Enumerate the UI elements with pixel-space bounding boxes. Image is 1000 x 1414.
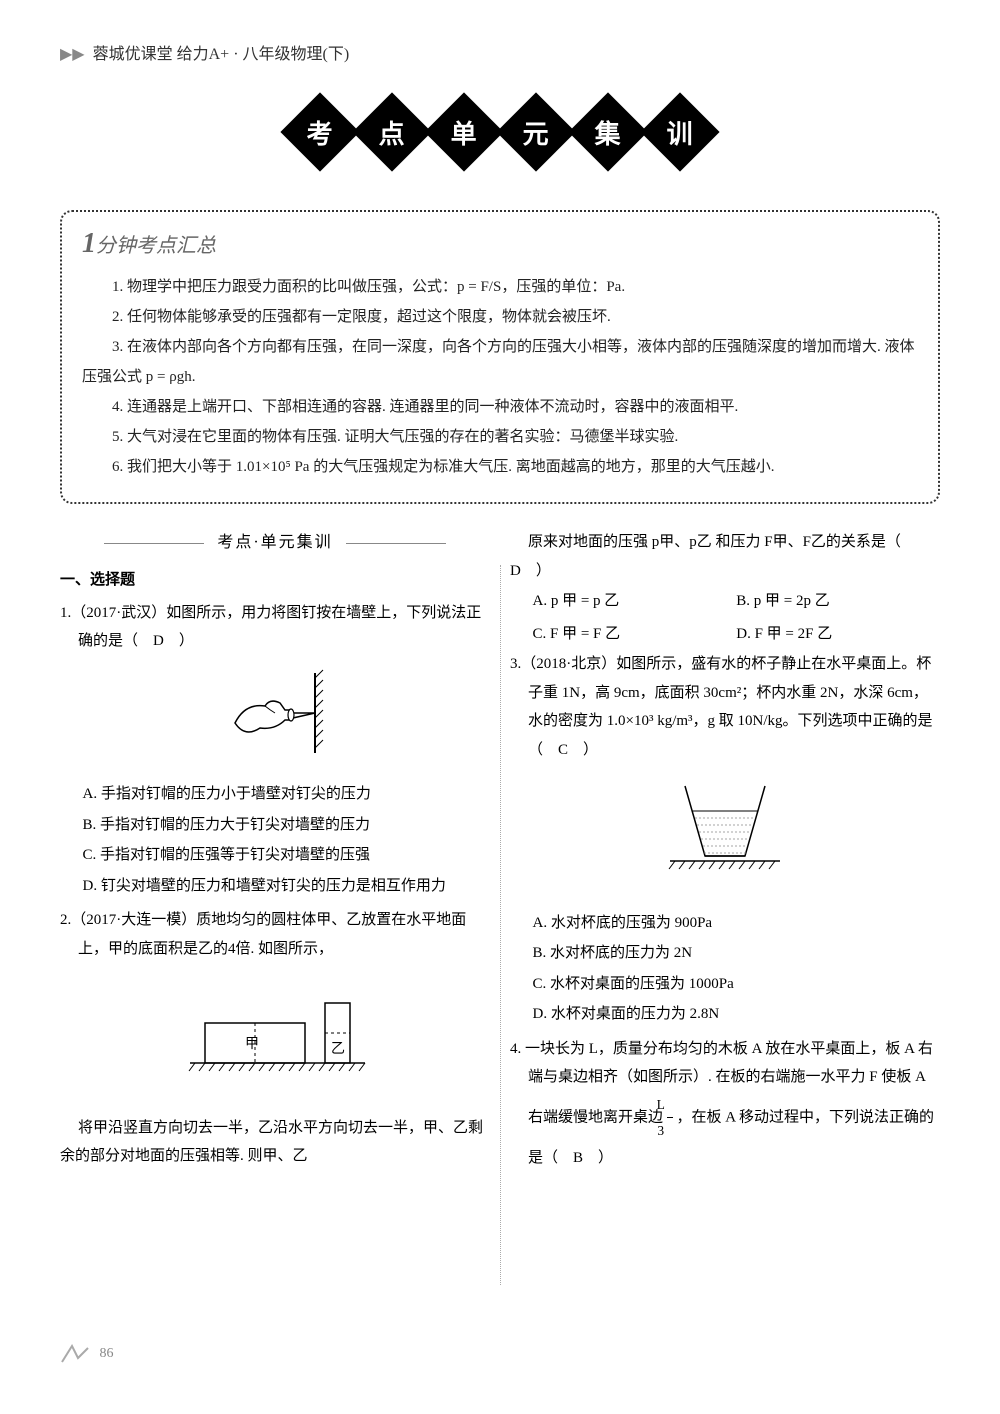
summary-item: 4. 连通器是上端开口、下部相连通的容器. 连通器里的同一种液体不流动时，容器中… (82, 392, 918, 422)
option: C. F 甲 = F 乙 (533, 620, 737, 649)
column-separator (500, 565, 501, 1285)
title-diamond: 点 (352, 92, 431, 171)
summary-item: 3. 在液体内部向各个方向都有压强，在同一深度，向各个方向的压强大小相等，液体内… (82, 332, 918, 392)
svg-text:乙: 乙 (331, 1041, 345, 1057)
header-arrow-icon: ▶▶ (60, 44, 85, 64)
option: B. p 甲 = 2p 乙 (736, 587, 940, 616)
section-divider: 考点·单元集训 (60, 528, 490, 558)
summary-heading: 1分钟考点汇总 (82, 228, 918, 260)
option: A. p 甲 = p 乙 (533, 587, 737, 616)
thumbtack-figure (60, 668, 490, 769)
cup-figure (510, 776, 940, 897)
option: A. 水对杯底的压强为 900Pa (533, 909, 941, 938)
option: C. 水杯对桌面的压强为 1000Pa (533, 970, 941, 999)
summary-item: 5. 大气对浸在它里面的物体有压强. 证明大气压强的存在的著名实验：马德堡半球实… (82, 422, 918, 452)
option: D. 水杯对桌面的压力为 2.8N (533, 1000, 941, 1029)
question-4: 4. 一块长为 L，质量分布均匀的木板 A 放在水平桌面上，板 A 右端与桌边相… (510, 1035, 940, 1173)
option: B. 水对杯底的压力为 2N (533, 939, 941, 968)
title-diamond: 元 (496, 92, 575, 171)
right-column: 原来对地面的压强 p甲、p乙 和压力 F甲、F乙的关系是（ D ） A. p 甲… (510, 528, 940, 1178)
option: D. 钉尖对墙壁的压力和墙壁对钉尖的压力是相互作用力 (83, 872, 491, 901)
question-2: 2.（2017·大连一模）质地均匀的圆柱体甲、乙放置在水平地面上，甲的底面积是乙… (60, 906, 490, 1171)
page-number: 86 (60, 1344, 114, 1364)
left-column: 考点·单元集训 一、选择题 1.（2017·武汉）如图所示，用力将图钉按在墙壁上… (60, 528, 490, 1178)
title-banner: 考 点 单 元 集 训 (60, 104, 940, 160)
title-diamond: 集 (568, 92, 647, 171)
cylinder-figure: 甲 乙 (60, 975, 490, 1102)
summary-item: 6. 我们把大小等于 1.01×10⁵ Pa 的大气压强规定为标准大气压. 离地… (82, 452, 918, 482)
header-text: 蓉城优课堂 给力A+ · 八年级物理(下) (93, 46, 350, 63)
option: B. 手指对钉帽的压力大于钉尖对墙壁的压力 (83, 811, 491, 840)
title-diamond: 训 (640, 92, 719, 171)
summary-item: 2. 任何物体能够承受的压强都有一定限度，超过这个限度，物体就会被压坏. (82, 302, 918, 332)
svg-text:甲: 甲 (245, 1037, 259, 1052)
page-header: ▶▶ 蓉城优课堂 给力A+ · 八年级物理(下) (60, 40, 940, 64)
summary-item: 1. 物理学中把压力跟受力面积的比叫做压强，公式：p = F/S，压强的单位：P… (82, 272, 918, 302)
summary-box: 1分钟考点汇总 1. 物理学中把压力跟受力面积的比叫做压强，公式：p = F/S… (60, 210, 940, 504)
option: D. F 甲 = 2F 乙 (736, 620, 940, 649)
question-1: 1.（2017·武汉）如图所示，用力将图钉按在墙壁上，下列说法正确的是（ D ） (60, 599, 490, 901)
title-diamond: 考 (280, 92, 359, 171)
title-diamond: 单 (424, 92, 503, 171)
option: C. 手指对钉帽的压强等于钉尖对墙壁的压强 (83, 841, 491, 870)
subsection-heading: 一、选择题 (60, 566, 490, 595)
option: A. 手指对钉帽的压力小于墙壁对钉尖的压力 (83, 780, 491, 809)
question-3: 3.（2018·北京）如图所示，盛有水的杯子静止在水平桌面上。杯子重 1N，高 … (510, 650, 940, 1029)
